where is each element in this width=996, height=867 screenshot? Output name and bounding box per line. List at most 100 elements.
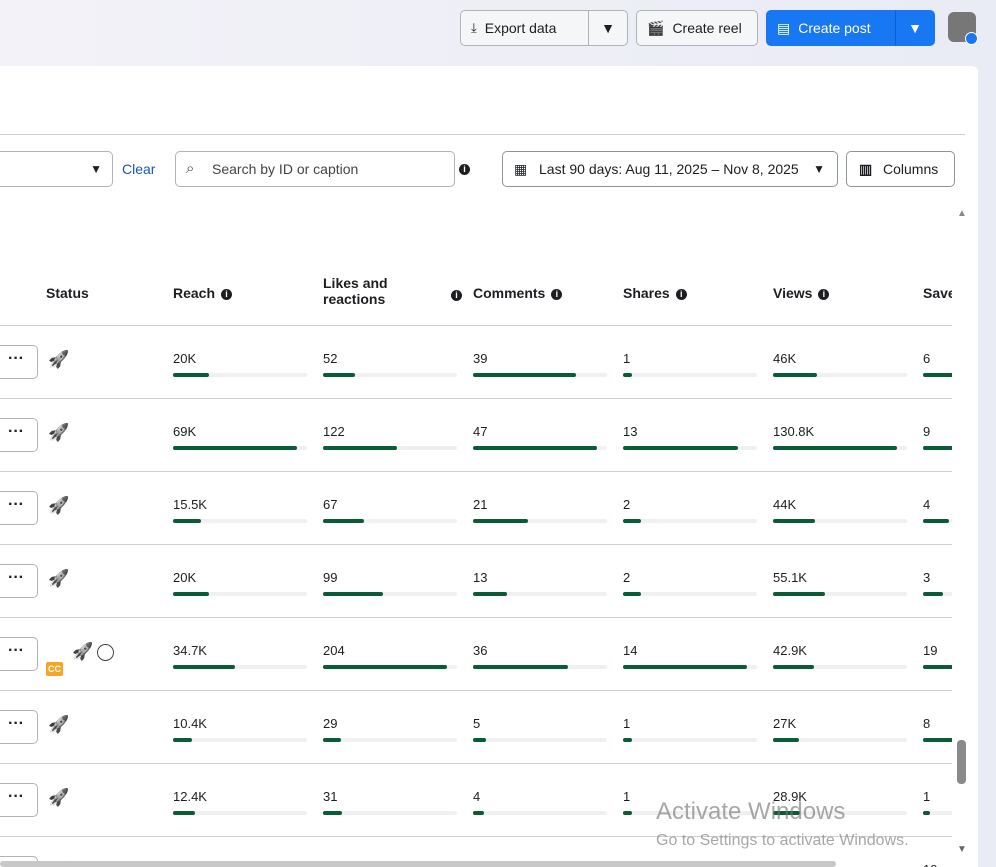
cell-value: 4 xyxy=(923,497,931,512)
watermark-title: Activate Windows xyxy=(656,798,846,825)
date-range-button[interactable]: ▦ Last 90 days: Aug 11, 2025 – Nov 8, 202… xyxy=(502,151,838,187)
bar-track xyxy=(323,738,457,742)
row-divider xyxy=(0,690,952,691)
info-icon: i xyxy=(221,288,233,300)
bar-track xyxy=(323,373,457,377)
cell-value: 99 xyxy=(323,570,338,585)
bar-track xyxy=(323,811,457,815)
bar xyxy=(473,373,576,377)
cell-value: 42.9K xyxy=(773,643,807,658)
bar-track xyxy=(173,738,307,742)
more-button[interactable]: ··· xyxy=(0,491,38,525)
search-box[interactable]: ⌕ Search by ID or caption xyxy=(175,151,455,187)
bar xyxy=(923,519,950,523)
more-button[interactable]: ··· xyxy=(0,418,38,452)
header-label: Shares xyxy=(623,285,670,301)
bar-track xyxy=(473,446,607,450)
cell-value: 13 xyxy=(473,570,488,585)
bar xyxy=(923,665,952,669)
cell-value: 4 xyxy=(473,789,481,804)
bar-track xyxy=(773,446,907,450)
header-label: Status xyxy=(46,285,89,301)
cell-value: 47 xyxy=(473,424,488,439)
bar xyxy=(473,592,508,596)
search-placeholder: Search by ID or caption xyxy=(212,161,359,177)
bar-track xyxy=(473,665,607,669)
bar xyxy=(923,592,943,596)
export-dropdown[interactable]: ▼ xyxy=(588,10,628,46)
scrollbar[interactable]: ▲ ▼ xyxy=(957,208,967,855)
cell-value: 10.4K xyxy=(173,716,207,731)
bar xyxy=(323,592,384,596)
bar xyxy=(173,811,196,815)
bar-track xyxy=(623,738,757,742)
cell-value: 6 xyxy=(923,351,931,366)
more-button[interactable]: ··· xyxy=(0,710,38,744)
bar xyxy=(323,665,447,669)
more-button[interactable]: ··· xyxy=(0,783,38,817)
cell-value: 2 xyxy=(623,570,631,585)
cell-value: 19 xyxy=(923,643,938,658)
columns-button[interactable]: ▥ Columns xyxy=(846,151,955,187)
export-button[interactable]: ⤓ Export data xyxy=(460,10,589,46)
cell-value: 204 xyxy=(323,643,345,658)
cell-value: 20K xyxy=(173,570,197,585)
cell-value: 1 xyxy=(623,789,631,804)
bar-track xyxy=(173,446,307,450)
post-label: Create post xyxy=(798,20,871,36)
reel-label: Create reel xyxy=(672,20,742,36)
create-post-button[interactable]: ▤ Create post xyxy=(766,10,896,46)
bar-track xyxy=(473,738,607,742)
bar xyxy=(923,373,952,377)
content-panel: ▼ Clear ⌕ Search by ID or caption i ▦ Last… xyxy=(0,66,978,867)
bar-track xyxy=(923,519,952,523)
bar-track xyxy=(773,811,907,815)
cell-value: 13 xyxy=(623,424,638,439)
column-header: Saves xyxy=(923,285,952,301)
bar xyxy=(323,738,341,742)
bar-track xyxy=(473,373,607,377)
bar xyxy=(473,738,487,742)
bar-track xyxy=(773,373,907,377)
create-reel-button[interactable]: 🎬 Create reel xyxy=(636,10,758,46)
row-divider xyxy=(0,763,952,764)
bar-track xyxy=(923,738,952,742)
cell-value: 5 xyxy=(473,716,481,731)
bar-track xyxy=(773,519,907,523)
more-button[interactable]: ··· xyxy=(0,564,38,598)
divider xyxy=(0,134,965,135)
bar-track xyxy=(923,592,952,596)
column-header: Comments i xyxy=(473,285,563,301)
post-dropdown[interactable]: ▼ xyxy=(895,10,935,46)
bar-track xyxy=(923,811,952,815)
bar xyxy=(773,592,826,596)
more-button[interactable]: ··· xyxy=(0,345,38,379)
bar xyxy=(473,519,529,523)
bar-track xyxy=(773,738,907,742)
bar xyxy=(323,811,342,815)
column-header: Likes and reactions i xyxy=(323,275,462,307)
more-button[interactable]: ··· xyxy=(0,637,38,671)
filter-select[interactable]: ▼ xyxy=(0,151,113,187)
h-scrollbar[interactable] xyxy=(0,861,836,867)
bar xyxy=(323,446,398,450)
bar xyxy=(923,738,952,742)
bar xyxy=(623,373,632,377)
clear-link[interactable]: Clear xyxy=(122,161,156,177)
bar-track xyxy=(773,665,907,669)
bar xyxy=(773,373,817,377)
bar xyxy=(623,811,632,815)
bar-track xyxy=(173,519,307,523)
cell-value: 9 xyxy=(923,424,931,439)
bar-track xyxy=(923,373,952,377)
status-icon: 🚀 xyxy=(48,350,70,369)
info-icon: i xyxy=(818,288,830,300)
bar xyxy=(773,665,814,669)
bar-track xyxy=(623,373,757,377)
bar xyxy=(623,446,739,450)
bar-track xyxy=(623,665,757,669)
status-icon: 🚀 xyxy=(72,642,94,661)
date-label: Last 90 days: Aug 11, 2025 – Nov 8, 2025 xyxy=(539,161,799,177)
bar-track xyxy=(323,592,457,596)
